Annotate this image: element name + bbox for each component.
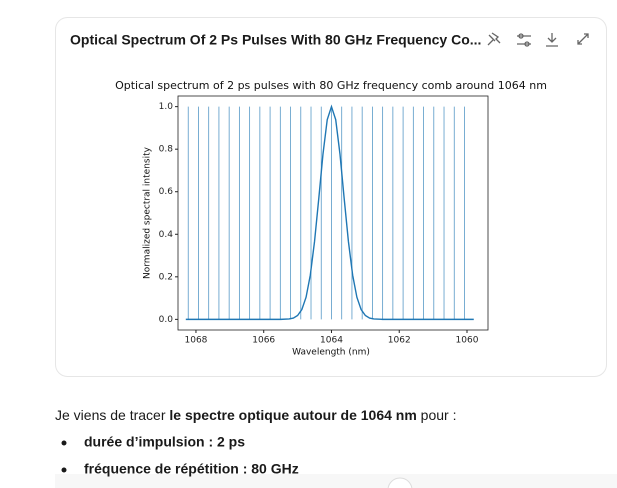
message-span: Je viens de tracer	[55, 407, 169, 423]
input-bar	[55, 474, 617, 488]
message-paragraph: Je viens de tracer le spectre optique au…	[55, 407, 457, 423]
settings-button[interactable]	[517, 33, 531, 47]
card-title: Optical Spectrum Of 2 Ps Pulses With 80 …	[70, 32, 481, 48]
bullet-dot	[61, 467, 67, 473]
x-tick-label: 1068	[185, 336, 208, 346]
y-tick-label: 0.2	[159, 272, 173, 282]
pin-button[interactable]	[487, 32, 501, 46]
y-tick-label: 0.6	[159, 187, 174, 197]
y-tick-label: 0.0	[159, 315, 174, 325]
message-span: le spectre optique autour de 1064 nm	[169, 407, 416, 423]
x-tick-label: 1066	[252, 336, 275, 346]
y-axis-label: Normalized spectral intensity	[143, 146, 153, 279]
bullet-text: durée d’impulsion : 2 ps	[84, 434, 245, 450]
plot-frame	[177, 95, 489, 331]
card-toolbar	[487, 32, 589, 47]
x-axis-label: Wavelength (nm)	[292, 348, 370, 358]
expand-button[interactable]	[577, 33, 589, 45]
chart-title: Optical spectrum of 2 ps pulses with 80 …	[115, 79, 547, 92]
message-span: pour :	[417, 407, 457, 423]
x-tick-label: 1060	[456, 336, 479, 346]
y-tick-label: 0.8	[159, 145, 174, 155]
spectrum-line	[185, 104, 474, 321]
bullet-text: fréquence de répétition : 80 GHz	[84, 461, 299, 477]
bullet-dot	[61, 440, 67, 446]
chart-card	[55, 17, 607, 377]
x-tick-label: 1064	[320, 336, 343, 346]
download-button[interactable]	[546, 33, 558, 47]
y-tick-label: 0.4	[159, 230, 174, 240]
scroll-button[interactable]	[387, 477, 413, 488]
x-tick-label: 1062	[388, 336, 411, 346]
y-tick-label: 1.0	[159, 102, 174, 112]
